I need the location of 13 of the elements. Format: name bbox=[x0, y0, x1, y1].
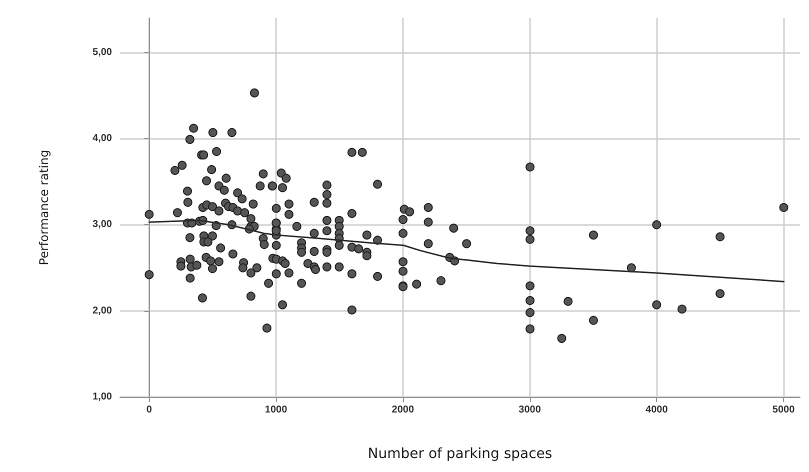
y-tick-label: 4,00 bbox=[92, 133, 112, 144]
x-tick-label: 3000 bbox=[518, 404, 542, 416]
y-tick-label: 3,00 bbox=[92, 219, 112, 230]
x-tick-label: 0 bbox=[146, 404, 152, 416]
x-tick-label: 2000 bbox=[392, 404, 414, 416]
x-axis-title: Number of parking spaces bbox=[368, 446, 552, 462]
x-tick-label: 4000 bbox=[646, 404, 668, 416]
x-tick-label: 5000 bbox=[772, 404, 796, 416]
x-tick-label: 1000 bbox=[264, 404, 288, 416]
y-tick-label: 5,00 bbox=[92, 46, 112, 58]
y-axis-title: Performance rating bbox=[37, 150, 51, 266]
y-tick-label: 1,00 bbox=[92, 392, 112, 402]
y-tick-label: 2,00 bbox=[92, 305, 112, 316]
